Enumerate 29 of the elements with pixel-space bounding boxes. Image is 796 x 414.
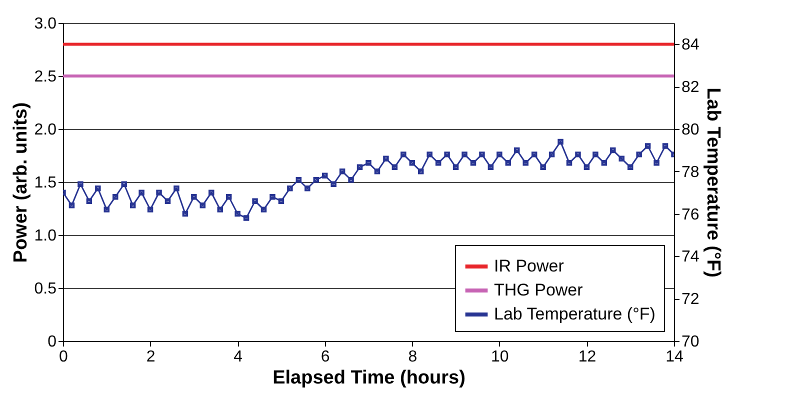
legend-label: THG Power [494,280,584,300]
y2-tick-label: 78 [682,164,700,181]
x-axis-title: Elapsed Time (hours) [272,368,466,388]
y2-tick-label: 76 [682,206,700,224]
x-tick-label: 6 [320,348,330,366]
y-tick-label: 0.5 [34,280,57,298]
y2-tick-label: 74 [682,248,700,266]
y-axis-title: Power (arb. units) [10,102,32,263]
x-tick-label: 12 [578,348,596,366]
y2-axis-title: Lab Temperature (°F) [702,88,724,278]
y-tick-label: 2.0 [34,122,57,138]
y2-tick-label: 82 [682,79,700,96]
y-tick-label: 2.5 [34,68,57,86]
y-tick-label: 3.0 [34,16,57,32]
x-tick-label: 14 [666,348,684,366]
x-tick-label: 2 [146,348,156,366]
x-tick-label: 4 [234,348,243,366]
y2-tick-label: 80 [682,122,700,138]
x-tick-label: 10 [491,348,509,366]
legend-label: IR Power [494,256,564,276]
x-tick-label: 8 [408,348,418,366]
y2-tick-label: 70 [682,334,700,350]
y-tick-label: 1.5 [34,174,57,192]
y2-tick-label: 84 [682,36,700,54]
legend-label: Lab Temperature (°F) [494,304,656,324]
y-tick-label: 1.0 [34,228,57,244]
y2-tick-label: 72 [682,291,700,308]
y-tick-label: 0 [48,334,57,350]
x-tick-label: 0 [59,348,68,366]
